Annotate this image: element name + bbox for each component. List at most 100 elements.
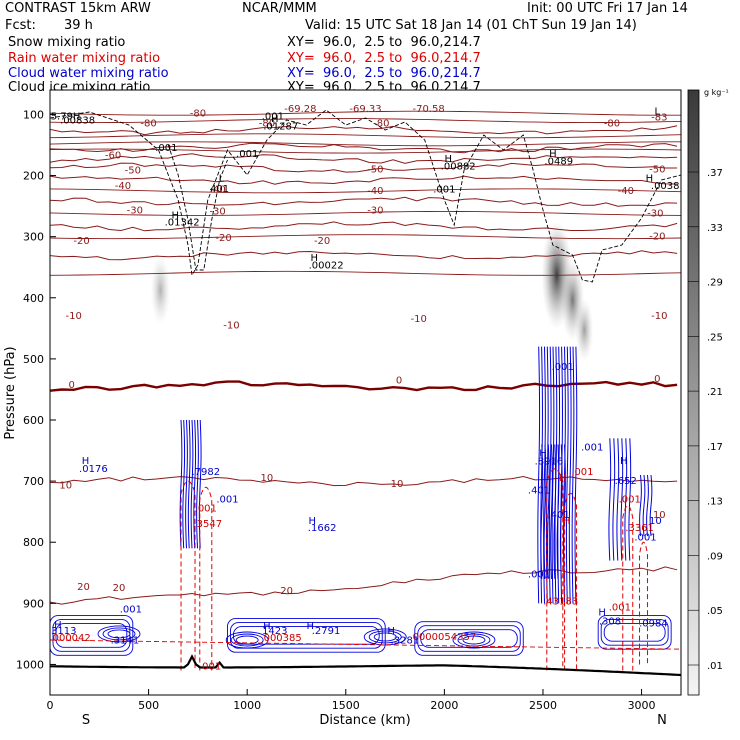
temperature-contour-label: -40 (115, 181, 131, 192)
cloud-water-contour-line (551, 346, 555, 604)
snow-contour-label: H (171, 210, 179, 221)
x-tick-label: 500 (138, 699, 159, 712)
x-axis-label: Distance (km) (319, 713, 410, 728)
snow-shading-blob (575, 298, 594, 362)
temperature-contour-label: -20 (73, 236, 89, 247)
cloud-water-contour-line (559, 444, 563, 579)
temperature-contour-label: -80 (373, 119, 389, 130)
rain-contour-label: 000385 (264, 633, 302, 644)
cloud-water-contour-line (193, 419, 197, 549)
x-tick-label: 1000 (233, 699, 261, 712)
cloud-water-contour-label: .001 (216, 495, 238, 506)
forecast-value: 39 h (64, 18, 93, 33)
temperature-contour-label: -30 (127, 205, 143, 216)
rain-contour-label: 001 (202, 661, 221, 672)
temperature-contour-label: 10 (391, 479, 404, 490)
temperature-contour-label: -70.58 (412, 104, 444, 115)
cloud-water-contour-label: H (263, 621, 271, 632)
temperature-contour-label: 0 (396, 375, 402, 386)
temperature-contour-line (50, 210, 681, 216)
temperature-contour-label: -80 (190, 108, 206, 119)
cloud-water-contour-label: 1423 (262, 626, 287, 637)
cloud-water-contour-label: .401 (548, 510, 570, 521)
cloud-water-contour-line (50, 615, 134, 656)
temperature-contour-label: -80 (604, 119, 620, 130)
cloud-water-contour-line (462, 635, 486, 645)
cloud-water-contour-label: .401 (528, 485, 550, 496)
rain-contour-line (199, 486, 213, 671)
field-xy-rain: XY= 96.0, 2.5 to 96.0,214.7 (287, 51, 481, 66)
cloud-water-contour-label: H (54, 620, 62, 631)
colorbar-tick-label: .13 (707, 497, 723, 508)
temperature-contour-line (50, 162, 678, 173)
cloud-water-contour-line (603, 623, 666, 642)
y-tick-label: 1000 (16, 658, 44, 671)
snow-contour-label: .00882 (441, 161, 476, 172)
cloud-water-contour-line (620, 438, 624, 561)
colorbar-tick-label: .21 (707, 387, 723, 398)
cloud-water-contour-line (537, 346, 541, 604)
temperature-contour-label: -20 (649, 232, 665, 243)
temperature-contour-label: 10 (59, 480, 72, 491)
temperature-contour-label: -30 (209, 207, 225, 218)
temperature-contour-label: -80 (259, 119, 275, 130)
cloud-water-contour-line (230, 633, 264, 647)
temperature-contour-label: 20 (77, 582, 90, 593)
snow-contour-label: .01287 (263, 122, 298, 133)
colorbar (687, 89, 700, 696)
forecast-label: Fcst: (5, 18, 36, 33)
y-tick-label: 100 (23, 108, 44, 121)
temperature-contour-line (50, 148, 681, 154)
temperature-contour-label: 10 (261, 473, 274, 484)
cloud-water-contour-line (568, 346, 572, 604)
temperature-contour-line (50, 196, 678, 207)
rain-contour-label: .001 (619, 495, 641, 506)
snow-contour-label: L (655, 106, 661, 117)
rain-contour-label: .3361 (625, 523, 654, 534)
temperature-contour-label: -80 (140, 119, 156, 130)
cloud-water-contour-label: .2791 (312, 626, 341, 637)
temperature-contour-label: -50 (649, 165, 665, 176)
cloud-water-contour-line (548, 346, 552, 604)
rain-contour-line (546, 468, 564, 671)
cloud-water-contour-line (235, 635, 259, 645)
snow-contour-label: .0038 (651, 181, 680, 192)
temperature-contour-line (50, 234, 681, 240)
rain-contour-label: .001 (609, 603, 631, 614)
rain-contour-label: .001 (195, 504, 217, 515)
rain-contour-label: H (559, 473, 567, 484)
cloud-water-contour-line (571, 346, 575, 604)
cloud-water-contour-line (556, 444, 560, 579)
temperature-contour-line (50, 221, 678, 232)
cloud-water-contour-line (616, 438, 620, 561)
snow-contours (50, 109, 681, 283)
rain-contour-label: H (563, 516, 571, 527)
cloud-water-contour-line (363, 628, 407, 646)
axes: 0 500 1000 1500 2000 2500 30001002003004005006… (16, 108, 656, 712)
snow-contour-label: H (310, 253, 318, 264)
terrain-line-path (50, 654, 681, 677)
snow-contour-label: 401 (210, 184, 229, 195)
temperature-contour-label: -69.33 (349, 104, 381, 115)
snow-contour-label: .01342 (165, 218, 200, 229)
cloud-water-contour-line (417, 625, 521, 652)
valid-time: Valid: 15 UTC Sat 18 Jan 14 (01 ChT Sun … (305, 18, 637, 33)
snow-contour-label: H (445, 154, 453, 165)
colorbar-tick-label: .01 (707, 661, 723, 672)
cloud-water-contour-label: H (387, 626, 395, 637)
cloud-water-contour-line (646, 474, 649, 537)
cloud-water-contour-line (368, 630, 402, 644)
colorbar-unit: g kg⁻¹ (704, 88, 729, 97)
snow-contour-label: H (271, 114, 279, 125)
y-tick-label: 400 (23, 292, 44, 305)
plot-frame (49, 89, 682, 696)
cloud-water-contour-label: H (82, 456, 90, 467)
cloud-water-contour-line (196, 419, 199, 549)
rain-contour-line (180, 480, 196, 671)
cloud-water-contour-label: 10 (649, 516, 662, 527)
cloud-water-contour-label: .8916 (535, 457, 564, 468)
cloud-water-contour-line (182, 419, 186, 549)
snow-contour-label: H (646, 174, 654, 185)
temperature-contour-label: -40 (209, 185, 225, 196)
rain-contour-line (50, 639, 681, 650)
